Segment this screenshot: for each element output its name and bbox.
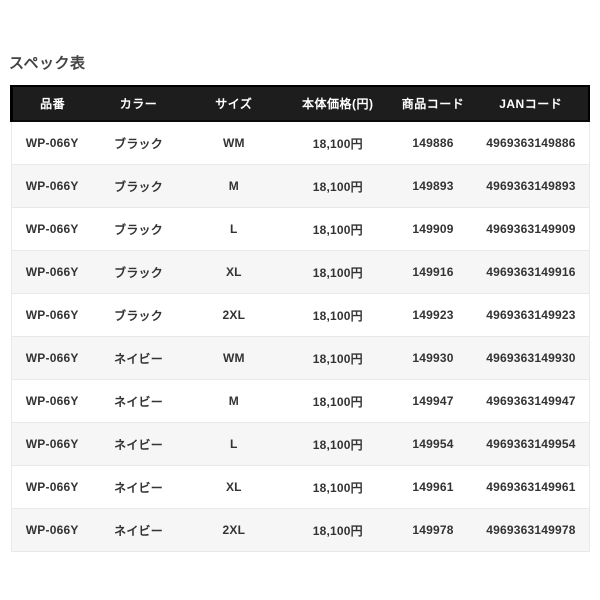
- table-cell: 4969363149954: [473, 422, 590, 466]
- table-cell: ネイビー: [92, 465, 185, 509]
- table-cell: WP-066Y: [11, 422, 93, 466]
- table-cell: WP-066Y: [11, 293, 93, 337]
- table-cell: WP-066Y: [11, 379, 93, 423]
- table-cell: 18,100円: [282, 121, 393, 165]
- table-cell: 149923: [392, 293, 474, 337]
- table-cell: 149909: [392, 207, 474, 251]
- spec-table: 品番 カラー サイズ 本体価格(円) 商品コード JANコード WP-066Y ブラック WM…: [10, 85, 590, 552]
- table-cell: 4969363149923: [473, 293, 590, 337]
- table-cell: ブラック: [92, 207, 185, 251]
- table-cell: 4969363149909: [473, 207, 590, 251]
- spec-table-body: WP-066Y ブラック WM 18,100円 149886 4969363149886 W…: [11, 121, 590, 552]
- table-cell: WP-066Y: [11, 164, 93, 208]
- table-cell: 4969363149893: [473, 164, 590, 208]
- table-cell: 4969363149978: [473, 508, 590, 552]
- table-cell: L: [184, 422, 283, 466]
- table-cell: 149947: [392, 379, 474, 423]
- spec-table-header: 品番 カラー サイズ 本体価格(円) 商品コード JANコード: [10, 85, 590, 122]
- table-row: WP-066Y ネイビー XL 18,100円 149961 4969363149961: [11, 465, 590, 509]
- table-cell: 149893: [392, 164, 474, 208]
- table-cell: 18,100円: [282, 465, 393, 509]
- table-cell: 149916: [392, 250, 474, 294]
- table-row: WP-066Y ネイビー WM 18,100円 149930 4969363149930: [11, 336, 590, 380]
- table-cell: M: [184, 164, 283, 208]
- column-header-1: カラー: [92, 85, 185, 122]
- table-cell: 149961: [392, 465, 474, 509]
- table-cell: 18,100円: [282, 422, 393, 466]
- table-cell: 18,100円: [282, 508, 393, 552]
- table-cell: WP-066Y: [11, 465, 93, 509]
- table-cell: 4969363149886: [473, 121, 590, 165]
- table-cell: ブラック: [92, 164, 185, 208]
- table-cell: WP-066Y: [11, 250, 93, 294]
- table-cell: WP-066Y: [11, 121, 93, 165]
- column-header-2: サイズ: [184, 85, 283, 122]
- table-row: WP-066Y ブラック L 18,100円 149909 4969363149909: [11, 207, 590, 251]
- table-cell: 4969363149930: [473, 336, 590, 380]
- column-header-5: JANコード: [473, 85, 590, 122]
- table-row: WP-066Y ブラック M 18,100円 149893 4969363149893: [11, 164, 590, 208]
- table-row: WP-066Y ネイビー 2XL 18,100円 149978 4969363149978: [11, 508, 590, 552]
- table-cell: 4969363149916: [473, 250, 590, 294]
- table-cell: 4969363149947: [473, 379, 590, 423]
- table-cell: XL: [184, 465, 283, 509]
- table-row: WP-066Y ブラック WM 18,100円 149886 4969363149886: [11, 121, 590, 165]
- table-cell: WM: [184, 121, 283, 165]
- table-row: WP-066Y ネイビー M 18,100円 149947 4969363149947: [11, 379, 590, 423]
- table-cell: 149978: [392, 508, 474, 552]
- table-cell: 149930: [392, 336, 474, 380]
- table-cell: M: [184, 379, 283, 423]
- table-row: WP-066Y ネイビー L 18,100円 149954 4969363149954: [11, 422, 590, 466]
- table-cell: 2XL: [184, 293, 283, 337]
- table-cell: ネイビー: [92, 336, 185, 380]
- table-cell: 18,100円: [282, 293, 393, 337]
- table-cell: 4969363149961: [473, 465, 590, 509]
- table-cell: WP-066Y: [11, 336, 93, 380]
- table-cell: L: [184, 207, 283, 251]
- column-header-4: 商品コード: [392, 85, 474, 122]
- table-cell: 18,100円: [282, 207, 393, 251]
- column-header-3: 本体価格(円): [282, 85, 393, 122]
- table-cell: 149954: [392, 422, 474, 466]
- spec-table-title: スペック表: [9, 55, 86, 72]
- table-cell: ネイビー: [92, 422, 185, 466]
- table-cell: WP-066Y: [11, 508, 93, 552]
- header-row: 品番 カラー サイズ 本体価格(円) 商品コード JANコード: [10, 85, 590, 122]
- table-cell: ネイビー: [92, 508, 185, 552]
- table-cell: 18,100円: [282, 250, 393, 294]
- table-row: WP-066Y ブラック XL 18,100円 149916 4969363149916: [11, 250, 590, 294]
- table-cell: 149886: [392, 121, 474, 165]
- table-cell: XL: [184, 250, 283, 294]
- table-cell: ブラック: [92, 121, 185, 165]
- table-cell: 18,100円: [282, 379, 393, 423]
- table-cell: WM: [184, 336, 283, 380]
- table-cell: 2XL: [184, 508, 283, 552]
- table-cell: 18,100円: [282, 336, 393, 380]
- table-cell: ブラック: [92, 250, 185, 294]
- table-cell: ブラック: [92, 293, 185, 337]
- table-row: WP-066Y ブラック 2XL 18,100円 149923 4969363149923: [11, 293, 590, 337]
- column-header-0: 品番: [10, 85, 93, 122]
- table-cell: ネイビー: [92, 379, 185, 423]
- table-cell: WP-066Y: [11, 207, 93, 251]
- table-cell: 18,100円: [282, 164, 393, 208]
